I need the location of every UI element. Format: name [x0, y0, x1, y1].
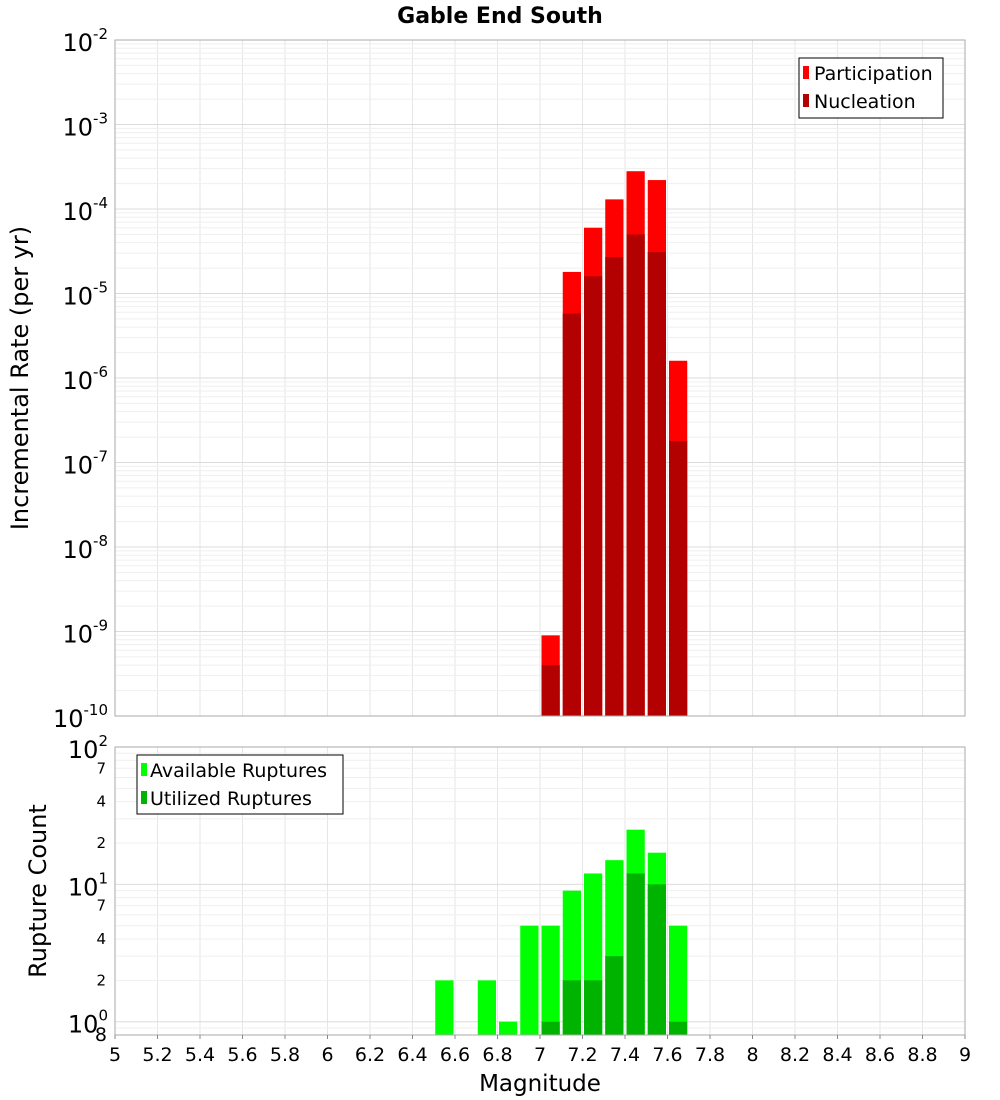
x-tick-label: 6.4 [397, 1044, 427, 1066]
rate-nucleation-bar [626, 234, 645, 717]
rate-y-tick-label: 10-2 [62, 25, 108, 57]
rate-nucleation-bar [647, 251, 666, 717]
x-tick-label: 7 [534, 1044, 546, 1066]
rate-y-tick-label: 10-6 [62, 363, 108, 395]
count-utilized-ruptures-bar [605, 956, 624, 1035]
count-available-ruptures-bar [541, 925, 560, 1035]
x-tick-label: 7.2 [567, 1044, 597, 1066]
count-utilized-ruptures-bar [647, 884, 666, 1035]
nucleation-legend-swatch [803, 94, 809, 107]
rate-nucleation-bar [541, 665, 560, 716]
rate-y-tick-label: 10-7 [62, 448, 108, 480]
count-legend-box [136, 754, 344, 815]
nucleation-legend-label: Nucleation [814, 91, 916, 113]
count-available-ruptures-bar [499, 1021, 518, 1035]
rate-y-tick-label: 10-3 [62, 110, 108, 142]
count-available-ruptures-bar [520, 925, 539, 1035]
x-tick-label: 7.8 [695, 1044, 725, 1066]
count-y-minor-tick-label: 4 [96, 930, 106, 948]
available-ruptures-legend-swatch [141, 763, 147, 776]
count-y-minor-tick-label: 8 [95, 1024, 107, 1046]
participation-legend-label: Participation [814, 63, 933, 85]
x-tick-label: 6.8 [482, 1044, 512, 1066]
rate-y-tick-label: 10-9 [62, 617, 108, 649]
x-axis-label: Magnitude [479, 1071, 601, 1097]
x-tick-label: 6.2 [355, 1044, 385, 1066]
x-tick-label: 5 [109, 1044, 121, 1066]
magnitude-x-ticks: 5 5.2 5.4 5.6 5.8 6 6.2 6.4 6.6 6.8 7 7.2 7.4 7.6 7.8 8… [109, 1035, 971, 1066]
count-y-ticks: 100 101 102 8 2 4 7 2 4 7 [68, 732, 108, 1046]
chart-title: Gable End South [397, 4, 603, 29]
rate-panel: 10-10 10-9 10-8 10-7 10-6 10-5 10-4 10-3 10-2 In… [6, 25, 966, 733]
count-y-axis-label: Rupture Count [24, 804, 52, 978]
count-bars [435, 829, 688, 1035]
x-tick-label: 8 [746, 1044, 758, 1066]
count-utilized-ruptures-bar [562, 980, 581, 1035]
x-tick-label: 5.2 [142, 1044, 172, 1066]
rate-grid [114, 40, 966, 717]
rate-nucleation-bar [669, 440, 688, 716]
count-utilized-ruptures-bar [669, 1021, 688, 1035]
count-y-minor-tick-label: 2 [96, 971, 106, 989]
utilized-ruptures-legend-label: Utilized Ruptures [150, 788, 312, 810]
utilized-ruptures-legend-swatch [141, 791, 147, 804]
rate-legend-box [798, 57, 944, 119]
rate-plot-frame [114, 39, 966, 717]
count-legend: Available Ruptures Utilized Ruptures [136, 754, 344, 815]
count-y-minor-tick-label: 7 [96, 897, 106, 915]
rate-y-ticks: 10-10 10-9 10-8 10-7 10-6 10-5 10-4 10-3 10-2 [53, 25, 108, 733]
rate-y-axis-label: Incremental Rate (per yr) [6, 226, 34, 530]
count-y-tick-label: 102 [68, 732, 108, 764]
count-utilized-ruptures-bar [584, 980, 603, 1035]
count-y-minor-tick-label: 7 [96, 759, 106, 777]
x-tick-label: 8.6 [865, 1044, 895, 1066]
x-tick-label: 9 [959, 1044, 971, 1066]
rate-nucleation-bar [584, 276, 603, 716]
count-y-minor-tick-label: 4 [96, 793, 106, 811]
x-tick-label: 6 [321, 1044, 333, 1066]
rate-legend: Participation Nucleation [798, 57, 944, 119]
count-utilized-ruptures-bar [626, 873, 645, 1035]
x-tick-label: 8.4 [822, 1044, 852, 1066]
rate-y-tick-label: 10-8 [62, 532, 108, 564]
x-tick-label: 6.6 [440, 1044, 470, 1066]
count-available-ruptures-bar [669, 925, 688, 1035]
x-tick-label: 8.2 [780, 1044, 810, 1066]
x-tick-label: 5.4 [185, 1044, 215, 1066]
count-available-ruptures-bar [477, 980, 496, 1035]
available-ruptures-legend-label: Available Ruptures [150, 760, 327, 782]
x-tick-label: 8.8 [907, 1044, 937, 1066]
count-utilized-ruptures-bar [541, 1021, 560, 1035]
rate-bars [541, 171, 688, 717]
rate-nucleation-bar [605, 257, 624, 716]
x-tick-label: 5.6 [227, 1044, 257, 1066]
count-y-tick-label: 100 [68, 1007, 108, 1039]
count-y-minor-tick-label: 2 [96, 834, 106, 852]
rupture-count-panel: 100 101 102 8 2 4 7 2 4 7 Rupture Count Available… [24, 732, 966, 1046]
rate-y-tick-label: 10-4 [62, 194, 108, 226]
rate-nucleation-bar [562, 313, 581, 716]
count-available-ruptures-bar [435, 980, 454, 1035]
rate-y-tick-label: 10-5 [62, 279, 108, 311]
rate-y-tick-label: 10-10 [53, 701, 108, 733]
count-y-tick-label: 101 [68, 869, 108, 901]
participation-legend-swatch [803, 66, 809, 79]
x-tick-label: 5.8 [270, 1044, 300, 1066]
x-tick-label: 7.6 [652, 1044, 682, 1066]
x-tick-label: 7.4 [610, 1044, 640, 1066]
